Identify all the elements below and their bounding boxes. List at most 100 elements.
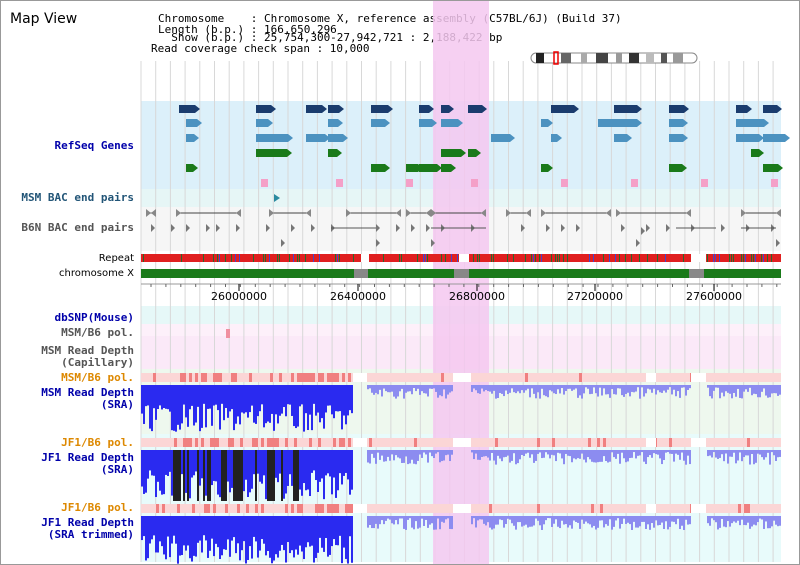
track-label-msm-b6-pol-2[interactable]: MSM/B6 pol.	[61, 371, 134, 384]
msm-depth-bar	[591, 385, 593, 394]
jf1-trim-depth-bar	[581, 516, 583, 520]
pol-segment	[255, 504, 258, 513]
pol-segment	[189, 373, 192, 382]
pol-segment	[744, 504, 747, 513]
track-label-jf1-b6-pol-2[interactable]: JF1/B6 pol.	[61, 501, 134, 514]
ideogram-band	[581, 53, 587, 63]
jf1-trim-depth-bar	[491, 516, 493, 530]
track-label-refseq[interactable]: RefSeq Genes	[54, 139, 134, 152]
gene-feature	[186, 134, 194, 142]
pol-segment	[267, 438, 270, 447]
pol-segment	[321, 504, 324, 513]
bac-end	[776, 239, 780, 247]
jf1-trim-depth-bar	[141, 516, 143, 541]
msm-depth-bar	[221, 385, 223, 404]
gene-arrow	[777, 105, 782, 113]
jf1-trim-depth-bar	[211, 516, 213, 539]
pol-segment	[153, 373, 156, 382]
track-label-b6n-bac[interactable]: B6N BAC end pairs	[21, 221, 134, 234]
jf1-depth-bar	[213, 450, 215, 481]
track-label-msm-read-depth-sra[interactable]: MSM Read Depth (SRA)	[41, 386, 134, 411]
repeat-element	[525, 254, 526, 262]
jf1-trim-depth-bar	[561, 516, 563, 521]
repeat-element	[745, 254, 746, 262]
repeat-element	[551, 254, 552, 262]
jf1-depth-bar	[611, 450, 613, 453]
jf1-depth-bar	[429, 450, 431, 453]
jf1-depth-bar	[301, 450, 303, 496]
msm-depth-bar	[519, 385, 521, 394]
jf1-depth-bar	[719, 450, 721, 458]
pol-segment	[297, 504, 300, 513]
jf1-trim-depth-bar	[377, 516, 379, 529]
jf1-depth-bar	[549, 450, 551, 459]
bac-end	[521, 224, 525, 232]
repeat-element	[337, 254, 338, 262]
msm-depth-bar	[233, 385, 235, 431]
jf1-depth-bar	[557, 450, 559, 453]
jf1-depth-bar	[267, 450, 269, 501]
genome-axis: 26000000 26400000 26800000 27200000 27600000	[141, 283, 781, 303]
gene-arrow	[197, 119, 202, 127]
jf1-trim-depth-bar	[673, 516, 675, 522]
track-label-msm-read-depth-capillary[interactable]: MSM Read Depth (Capillary)	[41, 344, 134, 369]
msm-depth-bar	[501, 385, 503, 394]
msm-depth-bar	[291, 385, 293, 416]
jf1-trim-depth-bar	[623, 516, 625, 519]
track-label-jf1-read-depth-trimmed[interactable]: JF1 Read Depth (SRA trimmed)	[41, 516, 134, 541]
track-label-jf1-read-depth-sra[interactable]: JF1 Read Depth (SRA)	[41, 451, 134, 476]
jf1-trim-depth-bar	[681, 516, 683, 526]
jf1-trim-depth-bar	[497, 516, 499, 525]
jf1-depth-bar	[157, 450, 159, 482]
gene-feature	[614, 134, 627, 142]
track-label-jf1-b6-pol-1[interactable]: JF1/B6 pol.	[61, 436, 134, 449]
bac-pair-end	[776, 209, 781, 217]
jf1-depth-bar	[737, 450, 739, 461]
gene-arrow	[461, 149, 466, 157]
jf1-depth-bar	[619, 450, 621, 464]
jf1-trim-depth-bar	[309, 516, 311, 547]
jf1-trim-depth-bar	[395, 516, 397, 521]
jf1-trim-depth-bar	[221, 516, 223, 556]
repeat-element	[751, 254, 752, 262]
jf1-trim-depth-bar	[687, 516, 689, 525]
msm-depth-bar	[665, 385, 667, 393]
pol-segment	[195, 438, 198, 447]
track-label-dbsnp[interactable]: dbSNP(Mouse)	[54, 311, 134, 324]
jf1-trim-depth-bar	[269, 516, 271, 558]
jf1-depth-bar	[753, 450, 755, 465]
jf1-depth-bar	[295, 450, 297, 501]
bac-end	[636, 239, 640, 247]
msm-depth-bar	[771, 385, 773, 394]
jf1-depth-bar	[423, 450, 425, 453]
pol-segment	[351, 504, 354, 513]
jf1-trim-depth-bar	[529, 516, 531, 527]
jf1-trim-depth-bar	[187, 516, 189, 546]
jf1-depth-bar	[345, 450, 347, 473]
jf1-trim-depth-bar	[563, 516, 565, 525]
track-label-msm-bac[interactable]: MSM BAC end pairs	[21, 191, 134, 204]
jf1-depth-bar	[665, 450, 667, 453]
bac-pair-end	[151, 209, 156, 217]
jf1-depth-bar	[437, 450, 439, 453]
msm-depth-bar	[737, 385, 739, 389]
jf1-depth-bar	[479, 450, 481, 460]
jf1-trim-depth-bar	[447, 516, 449, 519]
msm-depth-bar	[401, 385, 403, 389]
jf1-trim-depth-bar	[375, 516, 377, 524]
pol-segment	[339, 438, 342, 447]
pol-segment	[669, 438, 672, 447]
jf1-depth-bar	[289, 450, 291, 475]
jf1-depth-bar	[169, 450, 171, 472]
gene-arrow	[429, 105, 434, 113]
ideogram-band	[616, 53, 622, 63]
repeat-element	[225, 254, 226, 262]
track-label-msm-b6-pol-1[interactable]: MSM/B6 pol.	[61, 326, 134, 339]
msm-depth-bar	[537, 385, 539, 393]
jf1-trim-depth-bar	[741, 516, 743, 520]
bac-end	[266, 224, 270, 232]
jf1-trim-depth-bar	[505, 516, 507, 525]
jf1-depth-bar	[399, 450, 401, 459]
jf1-depth-bar	[657, 450, 659, 455]
